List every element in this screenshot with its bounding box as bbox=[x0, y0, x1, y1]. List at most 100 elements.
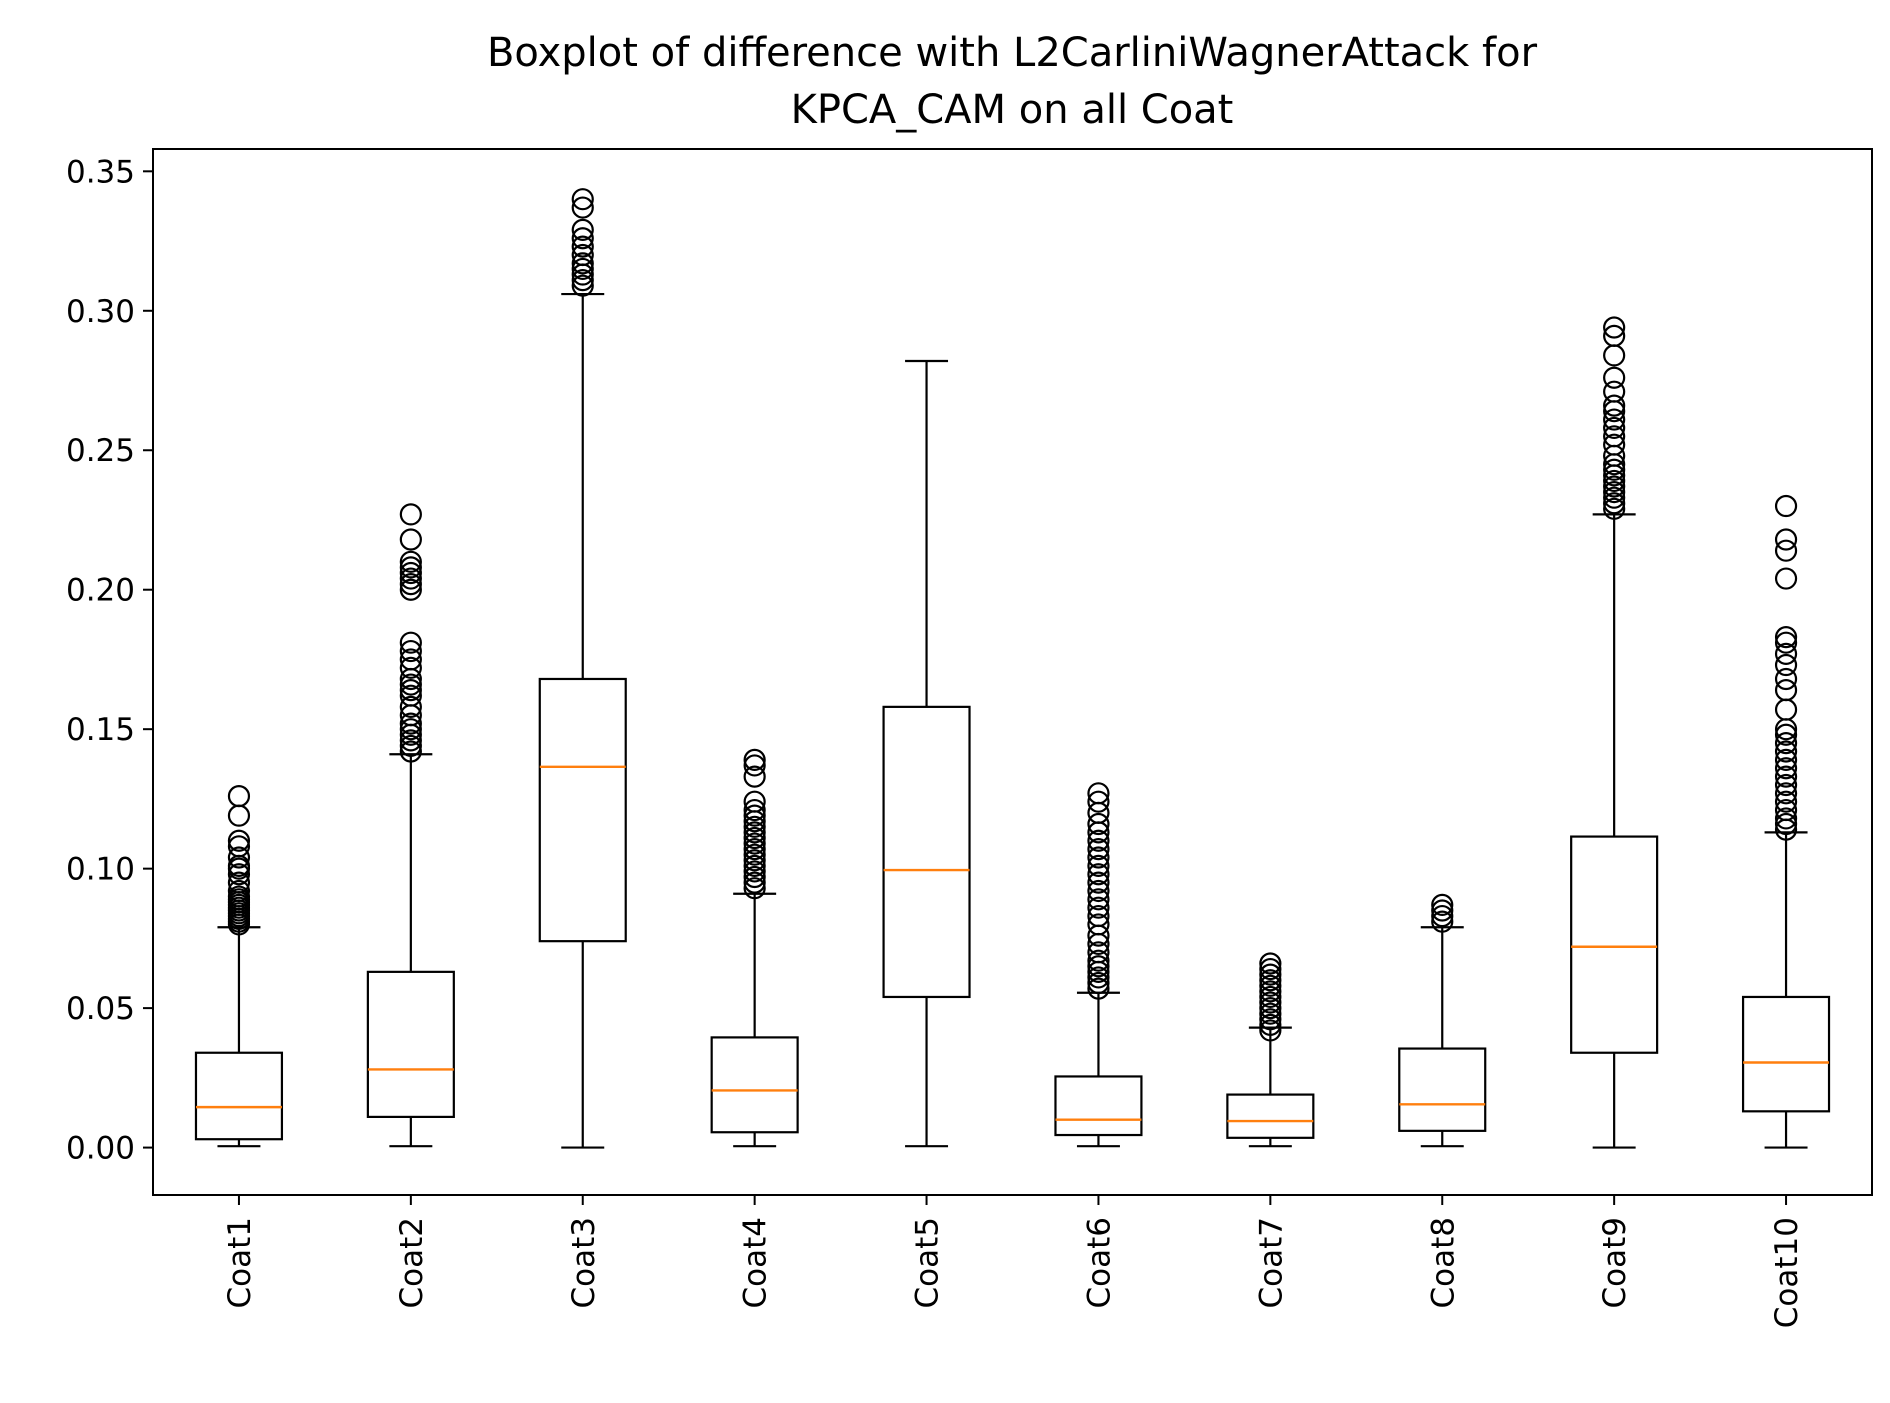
box-coat9 bbox=[1570, 835, 1659, 1054]
flier-point bbox=[1259, 1019, 1282, 1042]
flier-point bbox=[1431, 893, 1454, 917]
flier-point bbox=[1774, 748, 1798, 771]
flier-point bbox=[1087, 879, 1110, 903]
flier-point bbox=[1603, 469, 1626, 493]
flier-point bbox=[743, 832, 766, 855]
flier-point bbox=[399, 631, 422, 654]
flier-point bbox=[743, 877, 766, 900]
flier-point bbox=[1774, 528, 1798, 551]
flier-point bbox=[743, 821, 766, 844]
x-tick-label-coat8: Coat8 bbox=[1425, 1217, 1461, 1309]
box-coat1 bbox=[194, 1051, 284, 1141]
flier-point bbox=[1603, 492, 1626, 515]
box-coat8 bbox=[1398, 1047, 1487, 1132]
flier-point bbox=[227, 829, 251, 852]
flier-point bbox=[743, 860, 766, 883]
flier-point bbox=[1259, 985, 1282, 1009]
flier-point bbox=[1087, 971, 1110, 995]
flier-point bbox=[1774, 757, 1798, 780]
y-tick-label: 0.25 bbox=[66, 433, 135, 469]
flier-point bbox=[399, 503, 422, 526]
flier-point bbox=[1774, 626, 1798, 649]
flier-point bbox=[1087, 782, 1110, 805]
flier-point bbox=[571, 268, 594, 292]
flier-point bbox=[1774, 782, 1798, 805]
flier-point bbox=[1087, 829, 1110, 852]
flier-point bbox=[1774, 798, 1798, 822]
flier-point bbox=[743, 748, 766, 771]
box-coat7 bbox=[1226, 1093, 1315, 1139]
axes-frame bbox=[152, 148, 1873, 1196]
flier-point bbox=[571, 227, 594, 250]
flier-point bbox=[1774, 807, 1798, 830]
flier-point bbox=[1431, 899, 1454, 922]
y-tick-label: 0.35 bbox=[66, 154, 135, 190]
flier-point bbox=[571, 235, 594, 258]
flier-point bbox=[1087, 863, 1110, 886]
flier-point bbox=[1087, 838, 1110, 861]
y-tick-label: 0.20 bbox=[66, 573, 135, 609]
flier-point bbox=[399, 567, 422, 590]
box-coat3 bbox=[538, 677, 627, 943]
flier-point bbox=[743, 765, 766, 788]
box-coat4 bbox=[710, 1036, 799, 1134]
flier-point bbox=[1603, 425, 1626, 448]
y-tick-label: 0.05 bbox=[66, 991, 135, 1027]
flier-point bbox=[1087, 913, 1110, 936]
box-coat6 bbox=[1054, 1075, 1143, 1137]
flier-point bbox=[1603, 480, 1626, 504]
flier-point bbox=[227, 885, 251, 908]
flier-point bbox=[571, 243, 594, 267]
flier-point bbox=[1603, 366, 1626, 389]
flier-point bbox=[227, 785, 251, 808]
y-tick-label: 0.10 bbox=[66, 852, 135, 888]
flier-point bbox=[1259, 1008, 1282, 1031]
flier-point bbox=[1774, 679, 1798, 702]
flier-point bbox=[1259, 997, 1282, 1020]
x-tick-label-coat7: Coat7 bbox=[1253, 1217, 1289, 1309]
flier-point bbox=[399, 712, 422, 735]
flier-point bbox=[743, 798, 766, 822]
flier-point bbox=[743, 843, 766, 866]
flier-point bbox=[1603, 497, 1626, 520]
flier-point bbox=[399, 734, 422, 758]
flier-point bbox=[743, 790, 766, 813]
flier-point bbox=[571, 252, 594, 275]
chart-title-line-1: Boxplot of difference with L2CarliniWagn… bbox=[487, 30, 1538, 76]
flier-point bbox=[399, 673, 422, 696]
flier-point bbox=[1603, 416, 1626, 440]
flier-point bbox=[1431, 904, 1454, 928]
flier-point bbox=[1603, 486, 1626, 509]
flier-point bbox=[571, 218, 594, 241]
flier-point bbox=[1087, 955, 1110, 978]
flier-point bbox=[571, 196, 594, 219]
flier-point bbox=[1259, 957, 1282, 981]
flier-point bbox=[1774, 567, 1798, 590]
plot-area: 0.00 0.05 0.10 0.15 0.20 0.25 0.30 0.35 Coat1 Coa… bbox=[66, 154, 1831, 1328]
flier-point bbox=[1087, 949, 1110, 972]
flier-point bbox=[399, 556, 422, 579]
flier-point bbox=[1087, 941, 1110, 964]
flier-point bbox=[743, 838, 766, 861]
flier-point bbox=[1603, 316, 1626, 339]
box-coat5 bbox=[882, 705, 971, 999]
flier-point bbox=[1774, 765, 1798, 788]
flier-point bbox=[1774, 790, 1798, 813]
flier-point bbox=[1603, 408, 1626, 431]
flier-point bbox=[1603, 475, 1626, 498]
flier-point bbox=[1087, 888, 1110, 911]
flier-point bbox=[1087, 966, 1110, 989]
flier-point bbox=[399, 648, 422, 671]
flier-point bbox=[571, 257, 594, 281]
flier-point bbox=[743, 826, 766, 850]
x-tick-label-coat3: Coat3 bbox=[566, 1217, 602, 1309]
flier-point bbox=[399, 578, 422, 601]
flier-point bbox=[399, 684, 422, 707]
flier-point bbox=[1259, 1013, 1282, 1036]
flier-point bbox=[1774, 732, 1798, 755]
flier-point bbox=[1259, 952, 1282, 975]
flier-point bbox=[743, 754, 766, 777]
flier-point bbox=[743, 849, 766, 872]
